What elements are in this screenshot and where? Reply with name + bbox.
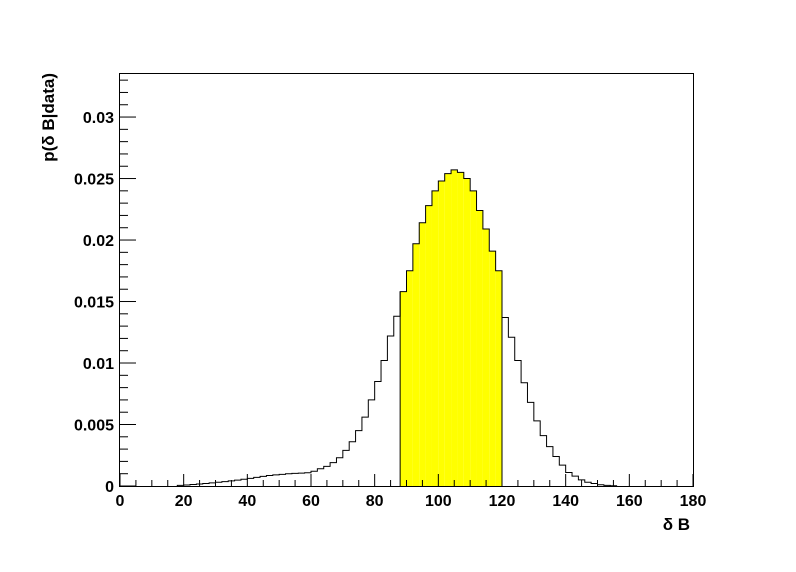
plot-frame [119, 73, 694, 487]
highlight-bin [400, 291, 407, 486]
y-tick-label: 0.025 [74, 172, 114, 189]
highlight-bin [476, 210, 483, 486]
x-tick-label: 20 [175, 493, 193, 510]
x-tick-label: 60 [302, 493, 320, 510]
y-axis-title: p(δ B|data) [39, 73, 58, 162]
x-tick-label: 0 [116, 493, 125, 510]
y-tick-label: 0.015 [74, 295, 114, 312]
highlight-bin [431, 190, 439, 486]
histogram-outline [176, 169, 618, 487]
highlight-region-layer [399, 169, 503, 487]
highlight-bin [438, 180, 445, 486]
highlight-bin [470, 190, 477, 486]
highlight-bin [451, 169, 458, 487]
x-tick-label: 180 [680, 493, 707, 510]
highlight-bin [419, 222, 426, 486]
y-axis-ticks: 0 0.005 0.01 0.015 0.02 0.025 0.03 [74, 79, 136, 496]
highlight-bin [444, 173, 452, 486]
highlight-bin [489, 251, 496, 486]
y-tick-label: 0.03 [83, 110, 114, 127]
y-tick-label: 0 [105, 479, 114, 496]
highlight-bin [495, 270, 502, 486]
highlight-bin [406, 270, 413, 486]
highlight-bin [412, 243, 420, 486]
x-tick-label: 120 [489, 493, 516, 510]
x-tick-label: 100 [425, 493, 452, 510]
highlight-bin [482, 228, 490, 487]
x-tick-label: 160 [616, 493, 643, 510]
highlight-bin [463, 178, 471, 487]
highlight-bin [457, 172, 464, 486]
y-tick-label: 0.02 [83, 233, 114, 250]
x-tick-label: 80 [366, 493, 384, 510]
highlight-bin [425, 205, 432, 486]
y-tick-label: 0.005 [74, 418, 114, 435]
x-tick-label: 40 [238, 493, 256, 510]
x-axis-title: δ B [663, 515, 690, 534]
x-axis-ticks: 0 20 40 60 80 100 120 140 160 180 [116, 474, 707, 510]
x-tick-label: 140 [552, 493, 579, 510]
y-tick-label: 0.01 [83, 356, 114, 373]
